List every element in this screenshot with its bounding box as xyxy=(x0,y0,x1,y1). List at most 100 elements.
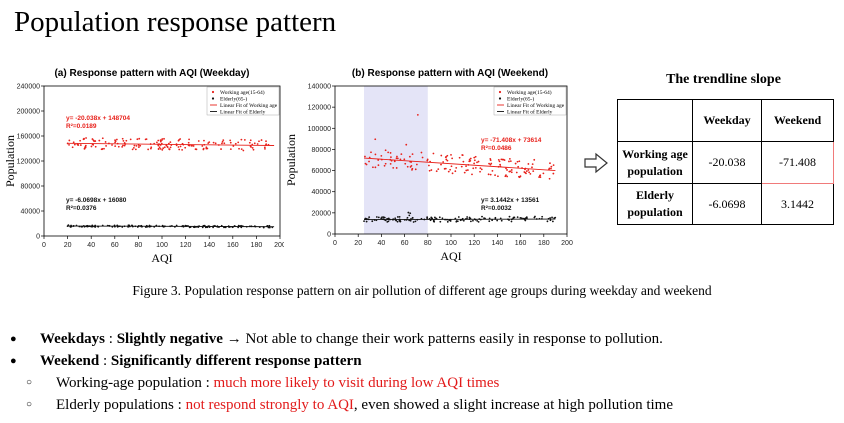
data-point xyxy=(117,145,120,148)
data-point xyxy=(506,175,509,178)
data-point xyxy=(159,139,162,142)
data-point xyxy=(510,171,513,174)
data-point xyxy=(188,138,190,141)
data-point xyxy=(500,219,503,222)
data-point xyxy=(157,139,160,142)
data-point xyxy=(430,169,433,171)
data-point xyxy=(240,148,243,151)
data-point xyxy=(487,173,490,176)
header-weekend: Weekend xyxy=(761,99,834,142)
data-point xyxy=(451,157,454,160)
legend-marker xyxy=(498,97,502,100)
data-point xyxy=(77,144,80,146)
bullet-label: Weekend xyxy=(40,353,100,369)
data-point xyxy=(409,212,412,215)
data-point xyxy=(502,158,505,161)
data-point xyxy=(415,163,418,166)
data-point xyxy=(71,146,74,149)
data-point xyxy=(472,167,475,170)
bullet-dot-icon: ● xyxy=(10,355,17,367)
data-point xyxy=(551,220,554,223)
data-point xyxy=(265,143,268,146)
legend-marker xyxy=(498,90,502,94)
data-point xyxy=(516,216,519,218)
table-header-row: Weekday Weekend xyxy=(617,99,834,142)
data-point xyxy=(268,226,271,229)
data-point xyxy=(460,165,463,168)
data-point xyxy=(73,143,76,146)
fit-line xyxy=(67,225,275,228)
data-point xyxy=(389,152,392,154)
weekday-scatter-plot: (a) Response pattern with AQI (Weekday) … xyxy=(4,68,284,265)
x-tick-label: 80 xyxy=(135,242,143,249)
data-point xyxy=(380,154,383,157)
y-tick-label: 40000 xyxy=(21,209,41,216)
data-point xyxy=(90,145,93,148)
chart-title: (a) Response pattern with AQI (Weekday) xyxy=(54,68,249,79)
data-point xyxy=(377,164,380,167)
data-point xyxy=(409,219,412,222)
data-point xyxy=(435,170,438,173)
data-point xyxy=(489,163,492,166)
data-point xyxy=(68,144,70,146)
data-point xyxy=(449,220,452,222)
data-point xyxy=(82,138,85,141)
data-point xyxy=(489,173,492,176)
data-point xyxy=(533,216,536,219)
data-point xyxy=(201,145,204,147)
data-point xyxy=(469,157,472,160)
data-point xyxy=(465,165,467,168)
data-point xyxy=(393,160,396,162)
x-tick-label: 200 xyxy=(561,240,573,247)
data-point xyxy=(488,162,490,165)
x-tick-label: 100 xyxy=(445,240,457,247)
data-point xyxy=(510,169,513,171)
x-tick-label: 160 xyxy=(227,242,239,249)
bullet-label: Weekdays xyxy=(40,331,106,347)
data-point xyxy=(398,215,401,218)
data-point xyxy=(249,139,252,142)
data-point xyxy=(179,145,182,148)
table-row: Elderly population -6.0698 3.1442 xyxy=(617,183,834,225)
data-point xyxy=(527,169,530,171)
data-point xyxy=(262,226,265,229)
x-tick-label: 180 xyxy=(251,242,263,249)
x-tick-label: 160 xyxy=(515,240,527,247)
data-point xyxy=(114,141,116,144)
circle-bullet-icon: ○ xyxy=(26,399,33,410)
data-point xyxy=(438,216,441,219)
data-point xyxy=(161,138,164,140)
data-point xyxy=(115,138,118,141)
legend-label: Linear Fit of Working age xyxy=(507,102,565,109)
data-point xyxy=(454,170,457,173)
table-row: Working age population -20.038 -71.408 xyxy=(617,141,834,184)
data-point xyxy=(532,170,535,173)
data-point xyxy=(205,146,208,149)
data-point xyxy=(463,171,466,174)
data-point xyxy=(491,219,494,222)
data-point xyxy=(374,138,377,141)
data-point xyxy=(229,141,232,144)
data-point xyxy=(550,167,552,170)
data-point xyxy=(480,168,483,171)
data-point xyxy=(395,167,398,169)
table-title: The trendline slope xyxy=(666,72,781,87)
data-point xyxy=(396,157,399,160)
data-point xyxy=(150,146,153,149)
legend-marker xyxy=(211,97,215,100)
data-point xyxy=(157,144,160,147)
data-point xyxy=(84,144,87,147)
data-point xyxy=(370,151,372,154)
data-point xyxy=(515,171,518,174)
data-point xyxy=(253,142,256,145)
x-tick-label: 60 xyxy=(401,240,409,247)
data-point xyxy=(394,217,397,220)
data-point xyxy=(127,224,130,227)
sub-bullet-text: , even showed a slight increase at high … xyxy=(353,397,674,413)
data-point xyxy=(125,139,128,142)
data-point xyxy=(144,138,147,141)
data-point xyxy=(457,216,460,218)
data-point xyxy=(121,145,124,148)
cell-weekend: 3.1442 xyxy=(761,183,834,225)
data-point xyxy=(442,161,445,163)
